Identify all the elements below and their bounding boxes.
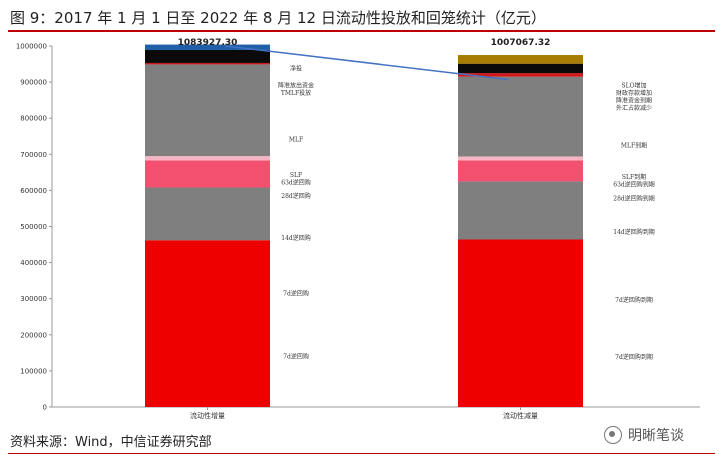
bar-segment-7d_a xyxy=(458,239,583,407)
series-annotation: 14d逆回购 xyxy=(281,234,310,242)
y-tick-label: 700000 xyxy=(20,151,47,159)
series-annotation: 63d逆回购 xyxy=(281,179,310,187)
series-annotation: 降准资金到期 xyxy=(616,97,652,105)
series-annotation: TMLF投放 xyxy=(281,89,311,97)
category-label: 流动性增量 xyxy=(190,411,225,420)
series-annotation: 外汇占款减少 xyxy=(616,104,652,112)
bar-segment-14d xyxy=(458,181,583,240)
y-tick-label: 300000 xyxy=(20,295,47,303)
bar-segment-mlf xyxy=(458,76,583,157)
series-annotation: MLF到期 xyxy=(621,141,647,149)
y-tick-label: 900000 xyxy=(20,79,47,87)
title-bar: 图 9：2017 年 1 月 1 日至 2022 年 8 月 12 日流动性投放… xyxy=(8,4,715,32)
total-value-label: 1007067.32 xyxy=(491,38,551,48)
y-tick-label: 0 xyxy=(43,404,47,412)
series-annotation: 63d逆回购到期 xyxy=(613,180,654,188)
y-tick-label: 800000 xyxy=(20,115,47,123)
bar-segment-14d xyxy=(145,187,270,241)
series-annotation: 7d逆回购 xyxy=(283,352,309,360)
bar-segment-black xyxy=(458,63,583,74)
watermark: 明晰笔谈 xyxy=(604,424,684,446)
series-annotation: MLF xyxy=(289,136,303,143)
bar-segment-7d_a xyxy=(145,240,270,407)
bar-segment-63d xyxy=(145,156,270,161)
series-annotation: 7d逆回购 xyxy=(283,290,309,298)
bar-segment-28d xyxy=(458,160,583,182)
y-tick-label: 600000 xyxy=(20,187,47,195)
series-annotation: SLF到期 xyxy=(622,173,646,181)
series-annotation: 降准放出资金 xyxy=(278,82,314,90)
category-label: 流动性减量 xyxy=(503,411,538,420)
bar-segment-net xyxy=(145,44,270,50)
bar-segment-tmlf xyxy=(145,62,270,65)
total-value-label: 1083927.30 xyxy=(178,38,238,48)
series-annotation: 净投 xyxy=(290,65,302,73)
wechat-icon xyxy=(604,426,622,444)
bar-segment-cap xyxy=(458,55,583,64)
series-annotation: 7d逆回购到期 xyxy=(615,353,653,361)
y-tick-label: 400000 xyxy=(20,259,47,267)
series-annotation: 28d逆回购到期 xyxy=(613,195,654,203)
source-note: 资料来源：Wind，中信证券研究部 xyxy=(10,435,212,450)
series-annotation: 7d逆回购到期 xyxy=(615,296,653,304)
bar-segment-black xyxy=(145,49,270,63)
series-annotation: SLF xyxy=(290,172,302,179)
series-annotation: 财政存款增加 xyxy=(616,89,652,97)
y-tick-label: 500000 xyxy=(20,223,47,231)
bar-segment-63d xyxy=(458,156,583,161)
watermark-text: 明晰笔谈 xyxy=(628,428,684,444)
bar-segment-28d xyxy=(145,160,270,188)
bottom-rule xyxy=(8,453,715,454)
y-tick-label: 200000 xyxy=(20,331,47,339)
y-tick-label: 100000 xyxy=(20,367,47,375)
figure-title: 图 9：2017 年 1 月 1 日至 2022 年 8 月 12 日流动性投放… xyxy=(10,9,546,27)
series-annotation: 28d逆回购 xyxy=(281,192,310,200)
series-annotation: SLO增加 xyxy=(621,82,646,90)
y-tick-label: 1000000 xyxy=(16,43,47,51)
bar-segment-tmlf xyxy=(458,73,583,77)
series-annotation: 14d逆回购到期 xyxy=(613,228,654,236)
net-flow-line xyxy=(225,45,509,81)
bar-segment-mlf xyxy=(145,64,270,157)
